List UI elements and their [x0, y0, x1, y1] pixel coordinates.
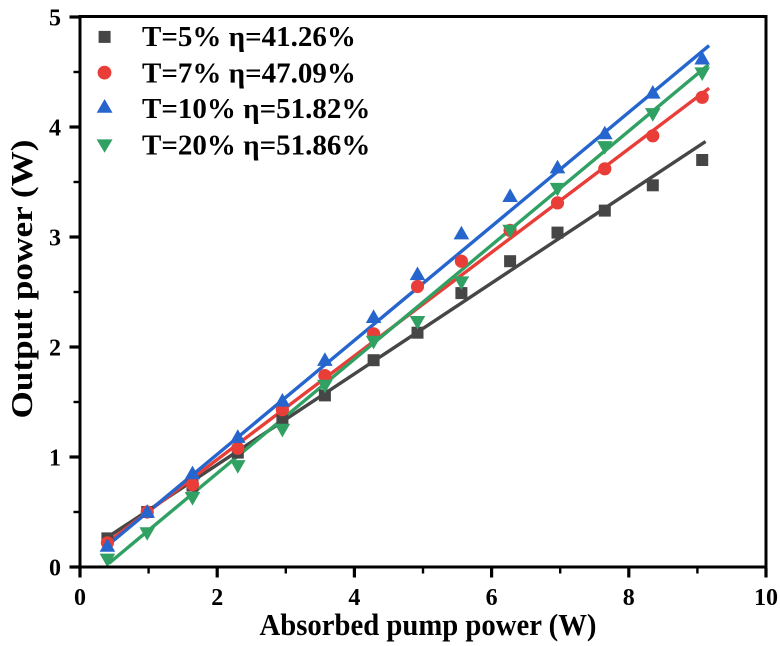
svg-text:T=7% η=47.09%: T=7% η=47.09% [142, 57, 356, 89]
svg-text:Output power (W): Output power (W) [4, 140, 39, 419]
svg-text:8: 8 [623, 585, 635, 611]
svg-text:10: 10 [754, 585, 778, 611]
svg-text:T=10% η=51.82%: T=10% η=51.82% [142, 93, 370, 125]
svg-text:T=5% η=41.26%: T=5% η=41.26% [142, 21, 356, 53]
svg-text:1: 1 [49, 446, 61, 472]
svg-text:0: 0 [49, 556, 61, 582]
svg-text:6: 6 [486, 585, 498, 611]
svg-text:4: 4 [348, 585, 360, 611]
svg-text:5: 5 [49, 6, 61, 32]
svg-text:Absorbed pump power (W): Absorbed pump power (W) [260, 607, 597, 642]
svg-text:2: 2 [211, 585, 223, 611]
svg-text:T=20% η=51.86%: T=20% η=51.86% [142, 130, 370, 162]
svg-text:0: 0 [74, 585, 86, 611]
svg-text:4: 4 [49, 116, 61, 142]
svg-text:3: 3 [49, 226, 61, 252]
svg-text:2: 2 [49, 336, 61, 362]
